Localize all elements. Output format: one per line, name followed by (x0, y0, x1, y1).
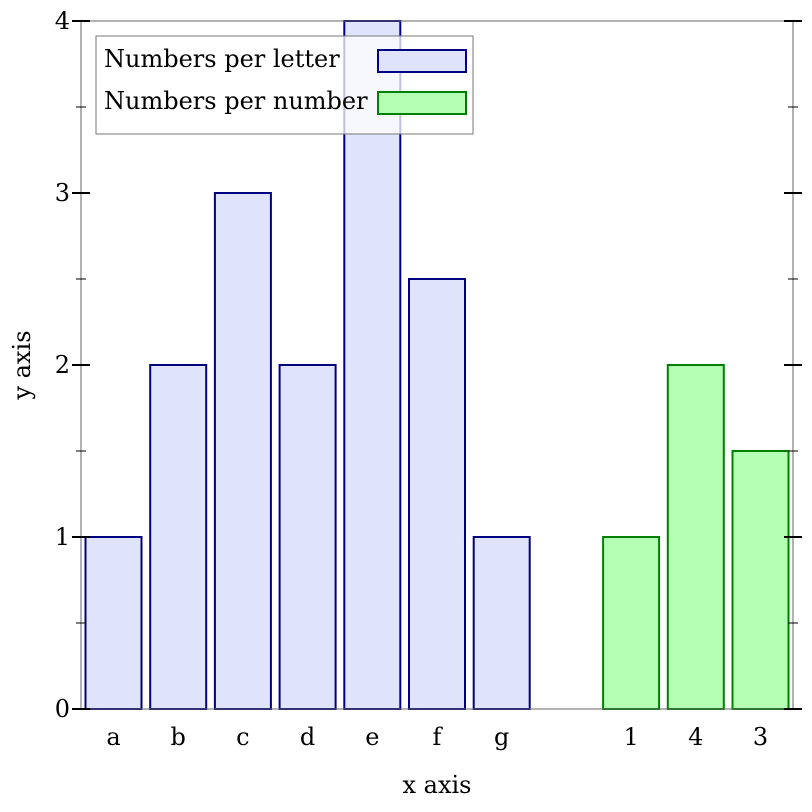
axes-layer: a b c d e f g 1 4 3 0 1 2 3 4 (55, 7, 802, 751)
bars-layer (84, 20, 790, 710)
y-tick-label: 4 (55, 7, 70, 35)
legend: Numbers per letter Numbers per number (95, 35, 474, 135)
x-axis-title: x axis (403, 771, 472, 799)
y-tick-label: 2 (55, 351, 70, 379)
bar-d (278, 364, 337, 710)
bar-3 (731, 450, 790, 710)
bar-f (408, 278, 466, 710)
x-tick-label: 3 (753, 723, 768, 751)
x-tick-label: d (300, 723, 315, 751)
bar-b (149, 364, 208, 710)
x-tick-label: f (433, 723, 444, 751)
x-tick-label: 4 (688, 723, 703, 751)
y-axis-title: y axis (8, 330, 36, 400)
y-tick-label: 1 (55, 523, 70, 551)
bar-c (213, 192, 272, 710)
y-tick-label: 3 (55, 179, 70, 207)
legend-label: Numbers per number (104, 87, 368, 115)
x-tick-label: b (171, 723, 186, 751)
x-tick-label: e (365, 723, 379, 751)
bar-4 (666, 364, 725, 710)
bar-a (84, 536, 143, 710)
x-tick-label: 1 (623, 723, 638, 751)
x-tick-label: a (106, 723, 120, 751)
bar-g (472, 536, 531, 710)
y-tick-label: 0 (55, 695, 70, 723)
legend-swatch (377, 49, 467, 73)
legend-swatch (377, 91, 467, 115)
x-tick-label: g (494, 723, 509, 751)
bar-1 (602, 536, 661, 710)
x-tick-label: c (236, 723, 249, 751)
legend-label: Numbers per letter (104, 45, 340, 73)
